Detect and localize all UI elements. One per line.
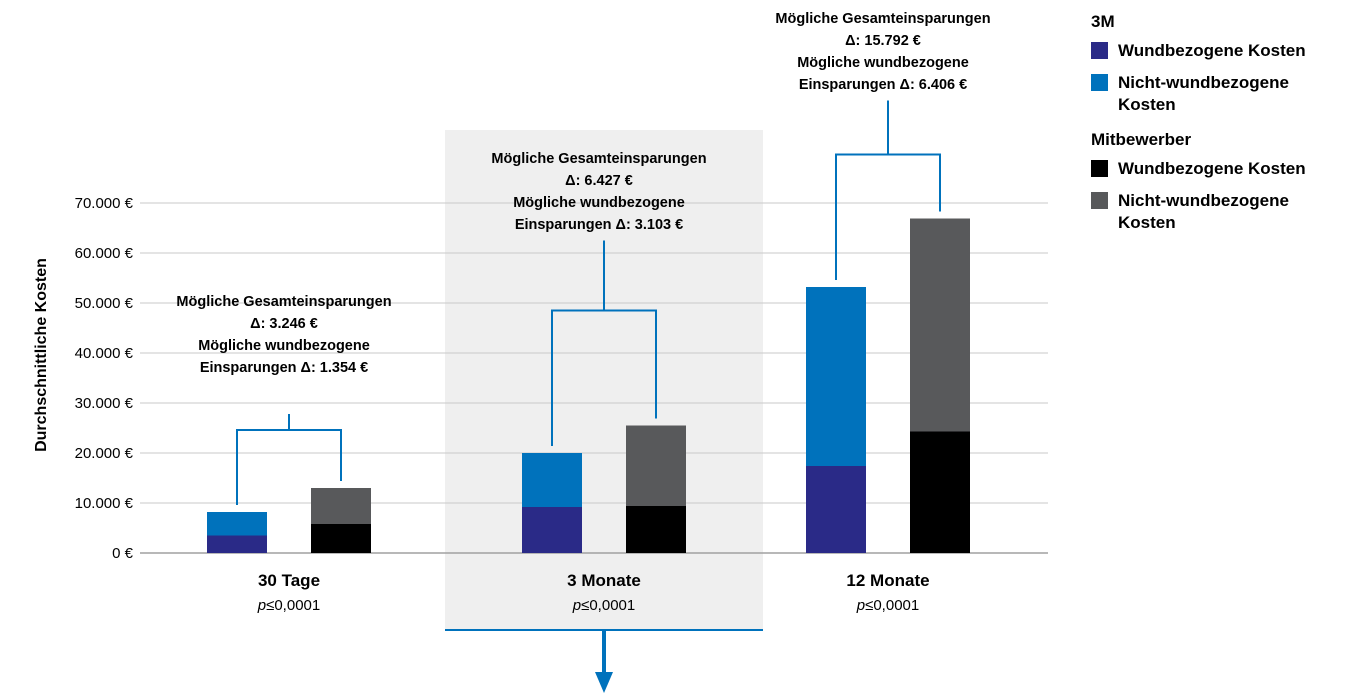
savings-annotation-line: Mögliche wundbezogene [198, 338, 370, 354]
legend-title-competitor: Mitbewerber [1091, 130, 1192, 149]
bar-0-3m-nonwound [207, 512, 267, 536]
bar-2-3m-nonwound [806, 287, 866, 466]
savings-annotation-line: Einsparungen Δ: 6.406 € [799, 77, 967, 93]
bar-2-3m-wound [806, 466, 866, 553]
bar-1-3m-nonwound [522, 453, 582, 507]
savings-annotation-line: Δ: 15.792 € [845, 33, 921, 49]
legend-label-3m-nonwound: Nicht-wundbezogene Kosten [1118, 73, 1289, 114]
p-value-label: p≤0,0001 [257, 597, 320, 614]
legend-label-comp-nonwound: Nicht-wundbezogene Kosten [1118, 191, 1289, 232]
bar-1-3m-wound [522, 507, 582, 553]
legend-swatch-3m-nonwound [1091, 74, 1108, 91]
savings-annotation-line: Mögliche Gesamteinsparungen [775, 11, 990, 27]
y-tick-label: 20.000 € [75, 445, 134, 462]
y-tick-label: 60.000 € [75, 245, 134, 262]
savings-annotation-line: Mögliche Gesamteinsparungen [491, 151, 706, 167]
legend-item-3m-nonwound: Nicht-wundbezogene Kosten [1091, 72, 1358, 116]
y-tick-label: 70.000 € [75, 195, 134, 212]
down-arrow-icon [595, 672, 613, 693]
legend-item-comp-nonwound: Nicht-wundbezogene Kosten [1091, 190, 1358, 234]
p-value-label: p≤0,0001 [856, 597, 919, 614]
savings-annotation-line: Mögliche Gesamteinsparungen [176, 294, 391, 310]
x-category-label: 30 Tage [258, 571, 320, 590]
highlight-panel [445, 130, 763, 630]
p-value-label: p≤0,0001 [572, 597, 635, 614]
savings-annotation-line: Δ: 3.246 € [250, 316, 318, 332]
y-tick-label: 30.000 € [75, 395, 134, 412]
savings-annotation-line: Einsparungen Δ: 1.354 € [200, 360, 368, 376]
savings-annotation-line: Einsparungen Δ: 3.103 € [515, 217, 683, 233]
legend-swatch-comp-wound [1091, 160, 1108, 177]
y-tick-label: 50.000 € [75, 295, 134, 312]
legend-item-3m-wound: Wundbezogene Kosten [1091, 40, 1358, 62]
legend-item-comp-wound: Wundbezogene Kosten [1091, 158, 1358, 180]
bar-2-comp-wound [910, 431, 970, 553]
savings-annotation-line: Δ: 6.427 € [565, 173, 633, 189]
legend-title-3m: 3M [1091, 12, 1115, 31]
legend-swatch-comp-nonwound [1091, 192, 1108, 209]
x-category-label: 12 Monate [846, 571, 929, 590]
bar-0-3m-wound [207, 535, 267, 553]
bar-1-comp-wound [626, 506, 686, 553]
y-tick-label: 0 € [112, 545, 134, 562]
legend: 3M Wundbezogene Kosten Nicht-wundbezogen… [1088, 10, 1358, 244]
bar-2-comp-nonwound [910, 218, 970, 432]
y-axis-label: Durchschnittliche Kosten [33, 258, 50, 452]
bar-0-comp-wound [311, 524, 371, 553]
x-category-label: 3 Monate [567, 571, 641, 590]
legend-swatch-3m-wound [1091, 42, 1108, 59]
legend-label-comp-wound: Wundbezogene Kosten [1118, 159, 1306, 178]
savings-annotation-line: Mögliche wundbezogene [797, 55, 969, 71]
savings-annotation-line: Mögliche wundbezogene [513, 195, 685, 211]
bar-1-comp-nonwound [626, 425, 686, 506]
legend-label-3m-wound: Wundbezogene Kosten [1118, 41, 1306, 60]
bar-0-comp-nonwound [311, 488, 371, 524]
y-tick-label: 10.000 € [75, 495, 134, 512]
y-tick-label: 40.000 € [75, 345, 134, 362]
